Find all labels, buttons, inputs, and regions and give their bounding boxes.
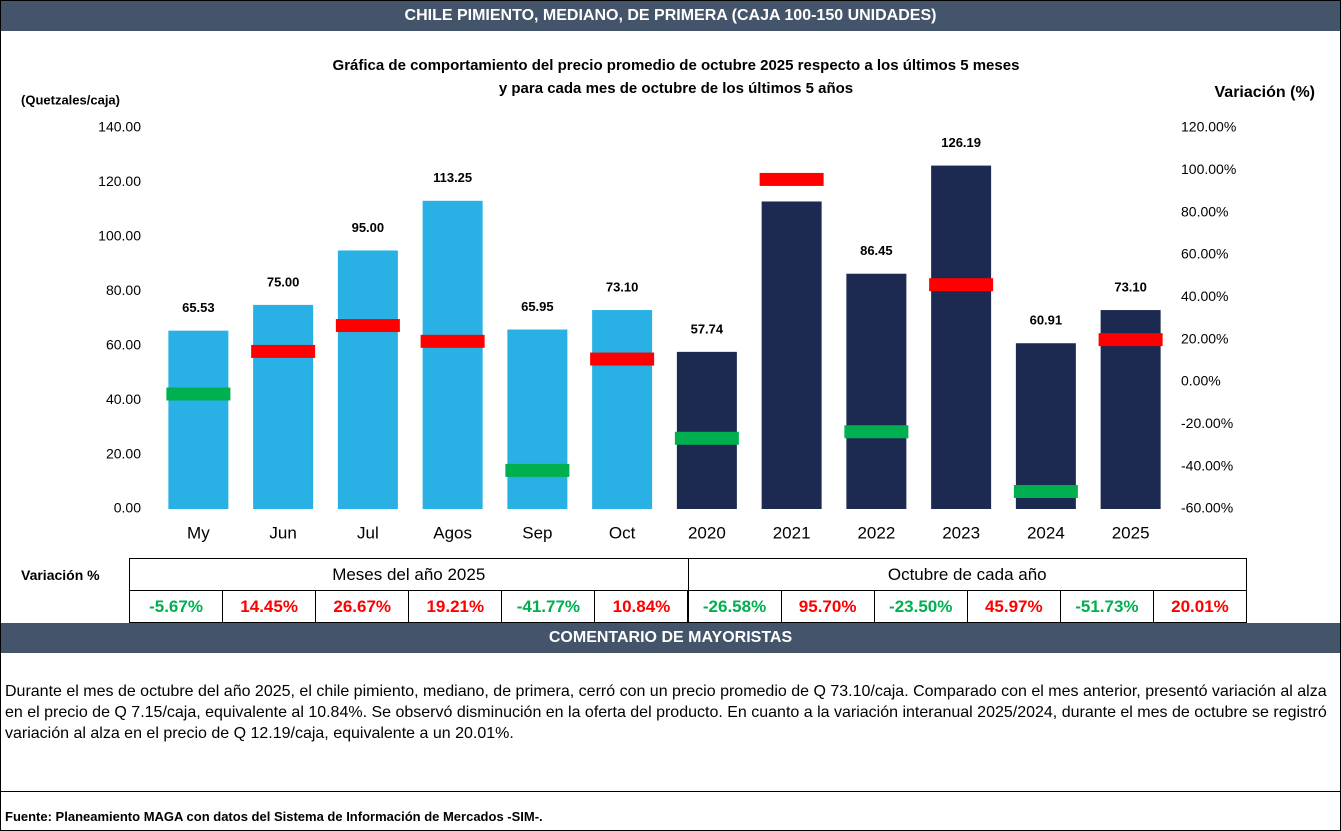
variation-cell: -41.77% <box>501 590 596 623</box>
chart-subtitle: y para cada mes de octubre de los último… <box>499 80 853 97</box>
y2-tick-label: -60.00% <box>1181 500 1233 516</box>
variation-marker <box>590 352 655 366</box>
x-tick-label: Sep <box>522 523 552 542</box>
value-label: 86.45 <box>860 243 893 258</box>
y-tick-label: 140.00 <box>98 119 141 135</box>
value-label: 73.10 <box>606 280 639 295</box>
table-group-header: Meses del año 2025 <box>129 558 689 591</box>
bar <box>761 201 822 509</box>
variation-marker <box>335 319 400 333</box>
variation-cell: 45.97% <box>966 590 1061 623</box>
header: CHILE PIMIENTO, MEDIANO, DE PRIMERA (CAJ… <box>1 1 1340 31</box>
y-tick-label: 100.00 <box>98 228 141 244</box>
value-label: 60.91 <box>1030 313 1063 328</box>
y2-tick-label: 80.00% <box>1181 203 1228 219</box>
variation-cell: 14.45% <box>222 590 317 623</box>
y-tick-label: 40.00 <box>106 391 141 407</box>
x-tick-label: 2021 <box>773 523 811 542</box>
x-tick-label: Jun <box>269 523 296 542</box>
variation-cell: -5.67% <box>129 590 224 623</box>
y-tick-label: 60.00 <box>106 336 141 352</box>
y-axis-label: (Quetzales/caja) <box>21 92 120 107</box>
x-tick-label: Jul <box>357 523 379 542</box>
value-label: 126.19 <box>941 135 981 150</box>
value-label: 113.25 <box>433 170 472 185</box>
x-tick-label: 2025 <box>1112 523 1150 542</box>
y2-tick-label: -40.00% <box>1181 457 1233 473</box>
variation-cell: -51.73% <box>1059 590 1154 623</box>
variation-marker <box>844 425 909 439</box>
y2-axis-label: Variación (%) <box>1215 84 1315 101</box>
value-label: 65.53 <box>182 300 215 315</box>
variation-marker <box>1098 333 1163 347</box>
variation-cell: 26.67% <box>315 590 410 623</box>
variation-marker <box>251 344 316 358</box>
bar <box>592 310 653 509</box>
value-label: 75.00 <box>267 274 300 289</box>
bar <box>168 330 229 509</box>
y2-tick-label: 20.00% <box>1181 330 1228 346</box>
table-group-header: Octubre de cada año <box>687 558 1247 591</box>
variation-marker <box>759 172 824 186</box>
y2-tick-label: 60.00% <box>1181 246 1228 262</box>
variation-cell: 19.21% <box>408 590 503 623</box>
x-tick-label: 2024 <box>1027 523 1065 542</box>
x-tick-label: Agos <box>433 523 472 542</box>
x-tick-label: 2023 <box>942 523 980 542</box>
x-tick-label: My <box>187 523 210 542</box>
comment: Durante el mes de octubre del año 2025, … <box>5 683 1327 742</box>
chart-title: Gráfica de comportamiento del precio pro… <box>333 57 1020 74</box>
x-tick-label: Oct <box>609 523 636 542</box>
variation-cell: 10.84% <box>594 590 689 623</box>
bar <box>676 351 737 509</box>
variation-cell: 20.01% <box>1152 590 1247 623</box>
row-label: Variación % <box>21 567 100 583</box>
variation-marker <box>420 334 485 348</box>
y2-tick-label: 0.00% <box>1181 373 1221 389</box>
bar <box>507 329 568 509</box>
chart: Gráfica de comportamiento del precio pro… <box>21 57 1315 543</box>
y-tick-label: 120.00 <box>98 173 141 189</box>
separator <box>1 791 1340 792</box>
bar <box>253 304 314 509</box>
value-label: 95.00 <box>352 220 385 235</box>
y-tick-label: 0.00 <box>114 500 141 516</box>
value-label: 65.95 <box>521 299 554 314</box>
y2-tick-label: 120.00% <box>1181 119 1236 135</box>
y-tick-label: 80.00 <box>106 282 141 298</box>
y-tick-label: 20.00 <box>106 445 141 461</box>
variation-marker <box>166 387 231 401</box>
variation-marker <box>674 431 739 445</box>
variation-marker <box>1013 484 1078 498</box>
y2-tick-label: 100.00% <box>1181 161 1236 177</box>
y2-tick-label: -20.00% <box>1181 415 1233 431</box>
bar <box>422 200 483 509</box>
y2-tick-label: 40.00% <box>1181 288 1228 304</box>
source: Fuente: Planeamiento MAGA con datos del … <box>5 809 543 824</box>
variation-cell: -23.50% <box>873 590 968 623</box>
variation-marker <box>929 278 994 292</box>
bar <box>337 250 398 509</box>
bar <box>931 165 992 509</box>
bar <box>1015 343 1076 509</box>
variation-marker <box>505 463 570 477</box>
variation-cell: -26.58% <box>687 590 782 623</box>
value-label: 73.10 <box>1114 280 1147 295</box>
x-tick-label: 2020 <box>688 523 726 542</box>
variation-cell: 95.70% <box>780 590 875 623</box>
value-label: 57.74 <box>691 321 724 336</box>
x-tick-label: 2022 <box>857 523 895 542</box>
bar <box>846 273 907 509</box>
comment-header: COMENTARIO DE MAYORISTAS <box>1 623 1340 653</box>
